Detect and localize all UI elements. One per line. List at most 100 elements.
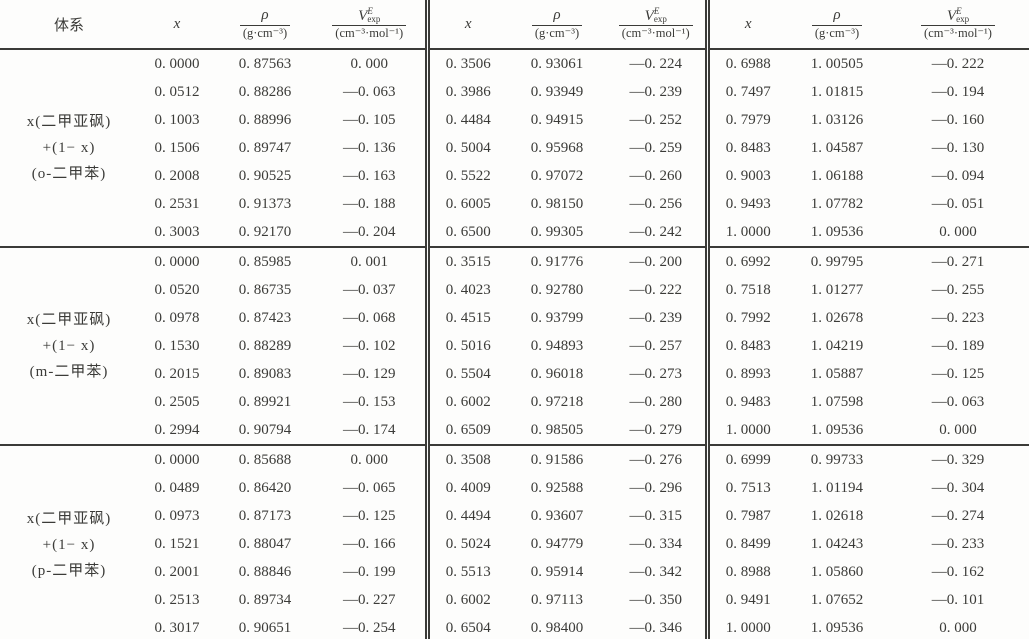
table-row: 0. 2015 0. 89083 —0. 129 0. 5504 0. 96018 —0.… — [0, 360, 1029, 388]
table-row: 0. 0520 0. 86735 —0. 037 0. 4023 0. 92780 —0.… — [0, 276, 1029, 304]
cell-x: 0. 0973 — [154, 507, 200, 524]
column-header-x: x — [704, 0, 787, 50]
cell-rho: 1. 01194 — [811, 479, 863, 496]
cell-x: 0. 5513 — [424, 558, 507, 586]
v-subscript: exp — [367, 13, 381, 24]
cell-v: —0. 242 — [629, 223, 683, 240]
cell-rho: 0. 86420 — [238, 479, 292, 496]
cell-rho: 0. 89083 — [238, 365, 292, 382]
cell-rho: 0. 91586 — [507, 444, 607, 474]
cell-x: 0. 8483 — [704, 134, 787, 162]
cell-x: 0. 7513 — [704, 474, 787, 502]
cell-rho: 0. 85985 — [216, 246, 314, 276]
v-subscript: exp — [956, 13, 970, 24]
cell-rho: 1. 07598 — [810, 393, 864, 410]
cell-rho: 0. 88286 — [238, 83, 292, 100]
system-label: x(二甲亚砜) +(1− x) (o-二甲苯) — [0, 49, 138, 247]
cell-x: 0. 6992 — [704, 246, 787, 276]
cell-x: 0. 0520 — [154, 281, 200, 298]
system-label-line: (o-二甲苯) — [31, 166, 107, 182]
cell-x: 0. 4484 — [424, 106, 507, 134]
cell-rho: 1. 09536 — [810, 223, 864, 240]
cell-x: 0. 1521 — [154, 535, 200, 552]
table-row: 0. 0978 0. 87423 —0. 068 0. 4515 0. 93799 —0.… — [0, 304, 1029, 332]
cell-v: —0. 254 — [314, 614, 427, 639]
cell-x: 0. 2008 — [154, 167, 200, 184]
cell-rho: 0. 97072 — [530, 167, 584, 184]
cell-rho: 0. 89734 — [238, 591, 292, 608]
cell-rho: 0. 87563 — [238, 55, 292, 72]
cell-v: —0. 188 — [343, 195, 396, 212]
cell-rho: 1. 09536 — [810, 421, 864, 438]
column-header-rho: ρ (g·cm⁻³) — [507, 0, 607, 50]
cell-v: —0. 153 — [343, 393, 396, 410]
cell-x: 0. 9491 — [704, 586, 787, 614]
cell-v: —0. 130 — [931, 139, 985, 156]
cell-rho: 0. 99733 — [787, 444, 887, 474]
cell-v: —0. 063 — [343, 83, 396, 100]
cell-rho: 1. 04587 — [810, 139, 864, 156]
system-label-line: (p-二甲苯) — [31, 562, 107, 579]
cell-rho: 0. 97218 — [530, 393, 584, 410]
cell-v: —0. 252 — [629, 111, 683, 128]
cell-rho: 0. 95968 — [530, 139, 584, 156]
cell-rho: 0. 87423 — [238, 309, 292, 326]
v-superscript: E — [367, 5, 373, 16]
table-row: 0. 0489 0. 86420 —0. 065 0. 4009 0. 92588 —0.… — [0, 474, 1029, 502]
table-row: 0. 0512 0. 88286 —0. 063 0. 3986 0. 93949 —0.… — [0, 78, 1029, 106]
cell-x: 0. 6504 — [424, 614, 507, 639]
column-header-system: 体系 — [0, 0, 138, 50]
cell-x: 0. 5004 — [424, 134, 507, 162]
cell-x: 0. 1506 — [154, 139, 200, 156]
cell-x: 0. 2513 — [154, 591, 200, 608]
cell-v: —0. 094 — [931, 167, 985, 184]
cell-rho: 0. 93949 — [530, 83, 584, 100]
cell-x: 0. 2001 — [154, 563, 200, 580]
cell-v: —0. 329 — [887, 444, 1029, 474]
cell-rho: 0. 86735 — [238, 281, 292, 298]
rho-fraction: ρ (g·cm⁻³) — [239, 7, 291, 41]
rho-units: (g·cm⁻³) — [531, 24, 583, 41]
cell-rho: 1. 07652 — [810, 591, 864, 608]
cell-v: —0. 233 — [931, 535, 985, 552]
cell-x: 0. 7992 — [704, 304, 787, 332]
cell-v: —0. 189 — [931, 337, 985, 354]
cell-x: 0. 8483 — [704, 332, 787, 360]
cell-x: 0. 2505 — [154, 393, 200, 410]
cell-x: 0. 2994 — [154, 421, 200, 438]
cell-rho: 0. 92170 — [238, 223, 292, 240]
cell-x: 0. 6500 — [424, 218, 507, 247]
cell-x: 0. 3515 — [424, 246, 507, 276]
cell-x: 0. 6002 — [424, 586, 507, 614]
cell-x: 0. 6005 — [424, 190, 507, 218]
table-row: 0. 2008 0. 90525 —0. 163 0. 5522 0. 97072 —0.… — [0, 162, 1029, 190]
cell-rho: 1. 09536 — [787, 614, 887, 639]
system-label-line: (m-二甲苯) — [29, 364, 109, 380]
cell-rho: 1. 07782 — [810, 195, 864, 212]
cell-rho: 0. 95914 — [530, 563, 584, 580]
cell-rho: 1. 03126 — [810, 111, 864, 128]
cell-rho: 0. 97113 — [531, 591, 583, 608]
rho-units: (g·cm⁻³) — [239, 24, 291, 41]
column-header-x: x — [424, 0, 507, 50]
cell-x: 0. 3017 — [138, 614, 216, 639]
cell-v: —0. 346 — [607, 614, 707, 639]
cell-x: 1. 0000 — [704, 218, 787, 247]
rho-fraction: ρ (g·cm⁻³) — [531, 7, 583, 41]
system-label: x(二甲亚砜) +(1− x) (p-二甲苯) — [0, 444, 138, 639]
cell-rho: 0. 92588 — [530, 479, 584, 496]
cell-v: —0. 105 — [343, 111, 396, 128]
cell-x: 0. 3506 — [424, 49, 507, 78]
cell-x: 0. 0978 — [154, 309, 200, 326]
cell-rho: 0. 93061 — [530, 55, 584, 72]
cell-rho: 0. 98505 — [530, 421, 584, 438]
v-subscript: exp — [653, 13, 667, 24]
cell-v: —0. 274 — [931, 507, 985, 524]
cell-v: —0. 101 — [931, 591, 985, 608]
